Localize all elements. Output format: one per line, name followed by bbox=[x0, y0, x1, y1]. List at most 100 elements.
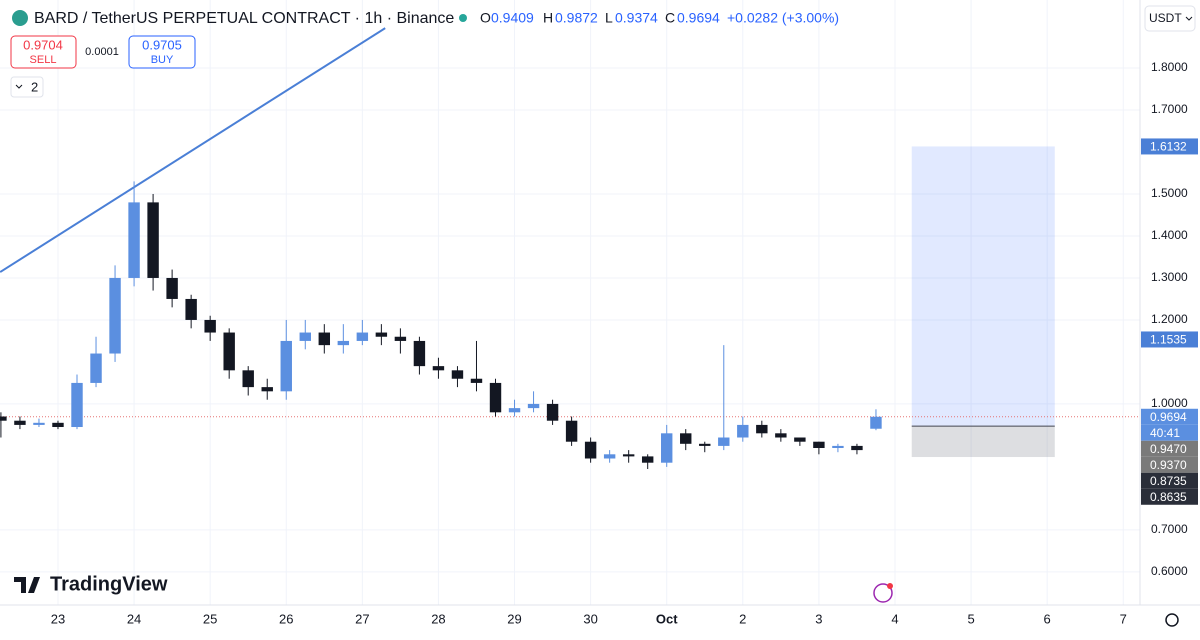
candle-body bbox=[565, 420, 578, 442]
price-label-bg bbox=[1141, 440, 1198, 457]
candle-body bbox=[109, 277, 121, 354]
candle-body bbox=[813, 441, 825, 449]
ohlc-c-label: C bbox=[665, 10, 675, 26]
indicator-toggle[interactable] bbox=[10, 76, 44, 98]
y-tick-label: 1.0000 bbox=[1151, 396, 1188, 410]
candle-body bbox=[661, 433, 673, 463]
candle-body bbox=[0, 416, 7, 421]
trendline bbox=[0, 27, 386, 273]
y-tick-label: 0.7000 bbox=[1151, 522, 1188, 536]
x-tick-label: 24 bbox=[127, 611, 141, 626]
candle-body bbox=[699, 443, 711, 446]
buy-button[interactable] bbox=[128, 35, 196, 69]
y-tick-label: 1.2000 bbox=[1151, 312, 1188, 326]
price-label: 1.1535 bbox=[1150, 333, 1187, 347]
alert-icon[interactable] bbox=[873, 583, 893, 603]
candle-body bbox=[470, 378, 483, 383]
candle-body bbox=[432, 366, 445, 371]
x-tick-label: 23 bbox=[51, 611, 65, 626]
buy-price: 0.9705 bbox=[142, 37, 182, 52]
candle-body bbox=[870, 416, 882, 429]
candle-body bbox=[832, 445, 844, 449]
y-tick-label: 0.6000 bbox=[1151, 564, 1188, 578]
ohlc-o: 0.9409 bbox=[491, 10, 534, 26]
candle-body bbox=[147, 202, 159, 278]
price-label-bg bbox=[1141, 472, 1198, 489]
candle-body bbox=[223, 332, 235, 371]
alert-dot bbox=[887, 583, 893, 589]
price-label-bg bbox=[1141, 408, 1198, 425]
price-label-bg bbox=[1141, 456, 1198, 473]
candle-body bbox=[527, 403, 540, 409]
x-tick-label: 2 bbox=[739, 611, 746, 626]
candle-body bbox=[737, 424, 749, 438]
x-tick-label: 28 bbox=[431, 611, 445, 626]
x-tick-label: 26 bbox=[279, 611, 293, 626]
candle-body bbox=[851, 445, 863, 451]
symbol-logo bbox=[12, 10, 28, 26]
candle-body bbox=[622, 454, 635, 457]
candle-body bbox=[280, 340, 292, 392]
ohlc-h-label: H bbox=[543, 10, 553, 26]
ohlc-l: 0.9374 bbox=[615, 10, 658, 26]
candle-body bbox=[52, 422, 64, 428]
candle-body bbox=[508, 408, 521, 413]
price-label: 0.9694 bbox=[1150, 410, 1187, 424]
price-label: 1.6132 bbox=[1150, 140, 1187, 154]
ohlc-h: 0.9872 bbox=[555, 10, 598, 26]
stop-zone bbox=[911, 426, 1055, 458]
candle-body bbox=[90, 353, 102, 383]
candle-body bbox=[394, 336, 407, 341]
candle-body bbox=[242, 370, 254, 388]
candle-body bbox=[14, 420, 26, 425]
currency: USDT bbox=[1149, 11, 1182, 25]
ohlc-l-label: L bbox=[605, 10, 613, 26]
candle-body bbox=[775, 433, 787, 438]
candle-body bbox=[261, 387, 273, 392]
price-label-bg bbox=[1141, 488, 1198, 505]
x-tick-label: 5 bbox=[967, 611, 974, 626]
symbol-title[interactable]: BARD / TetherUS PERPETUAL CONTRACT · 1h … bbox=[34, 10, 454, 27]
x-tick-label: 7 bbox=[1120, 611, 1127, 626]
y-tick-label: 1.5000 bbox=[1151, 186, 1188, 200]
countdown-bg bbox=[1141, 424, 1198, 441]
currency-button[interactable] bbox=[1144, 5, 1196, 32]
price-label: 0.8635 bbox=[1150, 490, 1187, 504]
y-tick-label: 1.4000 bbox=[1151, 228, 1188, 242]
candle-body bbox=[584, 441, 597, 459]
candle-body bbox=[794, 437, 806, 442]
price-label-bg bbox=[1141, 138, 1198, 155]
candle-body bbox=[356, 332, 369, 341]
brand-logo bbox=[14, 577, 40, 593]
settings-icon[interactable] bbox=[1165, 613, 1179, 627]
x-tick-label: 30 bbox=[583, 611, 597, 626]
candle-body bbox=[603, 454, 616, 459]
ohlc-o-label: O bbox=[480, 10, 491, 26]
candle-body bbox=[546, 403, 559, 421]
chevron bbox=[1185, 16, 1193, 21]
price-label: 0.9370 bbox=[1150, 458, 1187, 472]
candle-body bbox=[71, 382, 83, 428]
candle-body bbox=[451, 370, 464, 379]
candle-body bbox=[489, 382, 502, 413]
candle-body bbox=[299, 332, 311, 341]
candle-body bbox=[318, 332, 331, 346]
chevron bbox=[15, 84, 23, 89]
candle-body bbox=[375, 332, 388, 337]
candle-body bbox=[166, 277, 178, 299]
candle-body bbox=[413, 340, 426, 367]
target-zone bbox=[911, 146, 1055, 427]
sell-price: 0.9704 bbox=[23, 37, 63, 52]
candle-body bbox=[204, 319, 216, 333]
y-tick-label: 1.3000 bbox=[1151, 270, 1188, 284]
x-tick-label: 6 bbox=[1044, 611, 1051, 626]
x-tick-label: 3 bbox=[815, 611, 822, 626]
indicator-count: 2 bbox=[31, 79, 38, 94]
sell-label: SELL bbox=[30, 54, 57, 66]
candle-body bbox=[337, 340, 350, 346]
brand: TradingView bbox=[50, 573, 168, 595]
x-tick-label: Oct bbox=[656, 611, 678, 626]
sell-button[interactable] bbox=[10, 35, 77, 69]
candle-body bbox=[128, 202, 140, 278]
